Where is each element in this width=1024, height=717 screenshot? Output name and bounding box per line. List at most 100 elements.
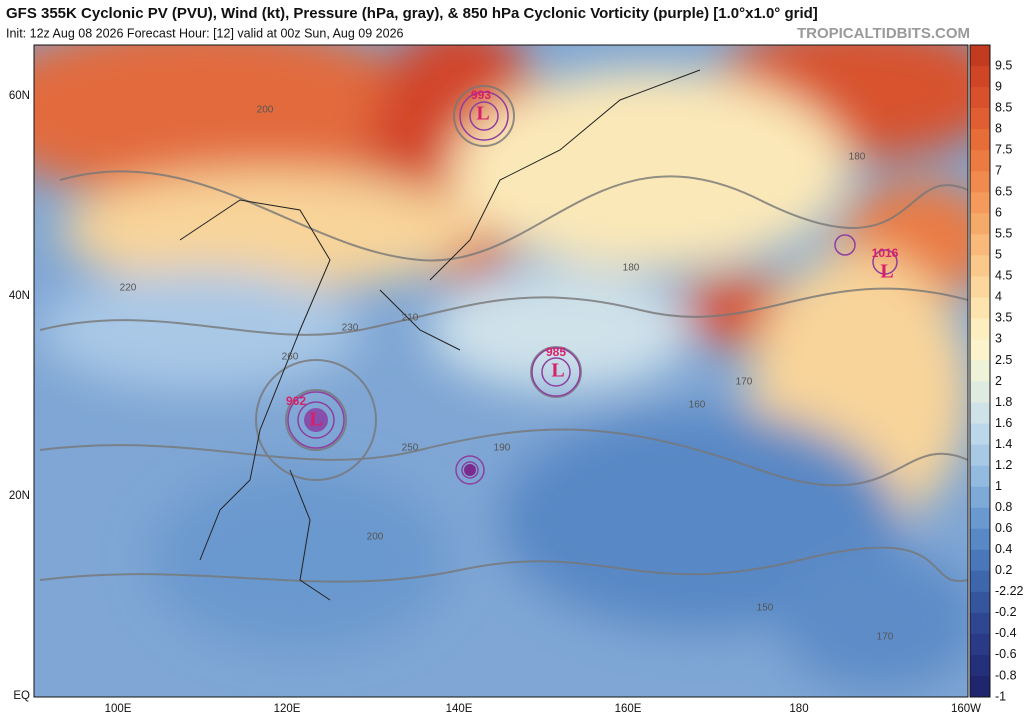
colorbar-swatch: [970, 444, 990, 467]
colorbar-swatch: [970, 276, 990, 298]
colorbar-label: 6.5: [995, 185, 1012, 199]
contour-label: 220: [120, 283, 137, 294]
colorbar-swatch: [970, 129, 990, 151]
colorbar-label: 5: [995, 248, 1002, 262]
contour-label: 160: [689, 400, 706, 411]
colorbar-label: 0.8: [995, 500, 1012, 514]
colorbar-swatch: [970, 549, 990, 572]
title: GFS 355K Cyclonic PV (PVU), Wind (kt), P…: [6, 5, 818, 22]
contour-label: 170: [877, 632, 894, 643]
colorbar-label: 1.6: [995, 416, 1012, 430]
lat-label: 20N: [9, 490, 30, 502]
contour-label: 260: [282, 352, 299, 363]
colorbar-swatch: [970, 486, 990, 509]
colorbar-label: 6: [995, 206, 1002, 220]
low-pressure-value: 1016: [872, 246, 899, 260]
map-field: [34, 45, 968, 697]
lon-label: 100E: [105, 703, 132, 715]
low-symbol: L: [551, 360, 564, 382]
colorbar-label: -0.8: [995, 668, 1017, 682]
contour-label: 180: [623, 263, 640, 274]
colorbar-label: 2: [995, 374, 1002, 388]
contour-label: 250: [402, 443, 419, 454]
low-pressure-value: 993: [471, 88, 491, 102]
colorbar-swatch: [970, 255, 990, 277]
low-pressure-value: 985: [546, 345, 566, 359]
colorbar-swatch: [970, 318, 990, 340]
low-pressure-value: 962: [286, 394, 306, 408]
colorbar-swatch: [970, 633, 990, 656]
map-frame: [33, 44, 969, 698]
contour-label: 200: [367, 532, 384, 543]
colorbar-swatch: [970, 570, 990, 593]
colorbar-label: 0.2: [995, 563, 1012, 577]
lon-label: 140E: [446, 703, 473, 715]
colorbar-swatch: [970, 507, 990, 530]
colorbar-swatch: [970, 234, 990, 256]
colorbar-swatch: [970, 675, 990, 698]
colorbar-swatch: [970, 150, 990, 172]
colorbar-label: 3.5: [995, 311, 1012, 325]
colorbar-swatch: [970, 612, 990, 635]
lon-label: 180: [789, 703, 808, 715]
colorbar-swatch: [970, 297, 990, 319]
low-symbol: L: [309, 409, 322, 431]
contour-label: 200: [257, 105, 274, 116]
contour-label: 210: [402, 313, 419, 324]
colorbar-swatch: [970, 591, 990, 614]
watermark: TROPICALTIDBITS.COM: [797, 25, 970, 42]
contour-label: 180: [849, 152, 866, 163]
colorbar-swatch: [970, 192, 990, 214]
colorbar-swatch: [970, 45, 990, 67]
colorbar-swatch: [970, 213, 990, 235]
colorbar-label: 0.4: [995, 542, 1012, 556]
colorbar-label: -2.22: [995, 584, 1024, 598]
subtitle: Init: 12z Aug 08 2026 Forecast Hour: [12…: [6, 26, 404, 40]
lat-label: 40N: [9, 290, 30, 302]
lon-label: 120E: [274, 703, 301, 715]
low-symbol: L: [880, 261, 893, 283]
colorbar-label: 0.6: [995, 521, 1012, 535]
colorbar-swatch: [970, 339, 990, 361]
colorbar-label: 5.5: [995, 227, 1012, 241]
contour-label: 170: [736, 377, 753, 388]
colorbar-label: 3: [995, 332, 1002, 346]
colorbar-label: 8.5: [995, 100, 1012, 114]
lat-label: 60N: [9, 90, 30, 102]
colorbar-label: -0.2: [995, 605, 1017, 619]
colorbar-label: 1.8: [995, 395, 1012, 409]
colorbar-label: -0.6: [995, 647, 1017, 661]
colorbar-swatch: [970, 108, 990, 130]
contour-label: 230: [342, 323, 359, 334]
colorbar-swatch: [970, 654, 990, 677]
colorbar-frame: [969, 44, 991, 698]
colorbar-label: 7: [995, 163, 1002, 177]
lat-label: EQ: [13, 690, 30, 702]
colorbar-label: 1.2: [995, 458, 1012, 472]
colorbar-label: 1.4: [995, 437, 1012, 451]
colorbar-swatch: [970, 66, 990, 88]
colorbar-swatch: [970, 360, 990, 383]
colorbar-label: 9: [995, 79, 1002, 93]
colorbar-swatch: [970, 528, 990, 551]
low-symbol: L: [476, 103, 489, 125]
colorbar-label: 7.5: [995, 142, 1012, 156]
contour-label: 150: [757, 603, 774, 614]
colorbar-label: 9.5: [995, 58, 1012, 72]
colorbar-swatch: [970, 87, 990, 109]
colorbar-swatch: [970, 423, 990, 446]
lon-label: 160W: [951, 703, 981, 715]
colorbar-label: -0.4: [995, 626, 1017, 640]
colorbar-label: 1: [995, 479, 1002, 493]
colorbar-label: 4.5: [995, 269, 1012, 283]
colorbar-swatch: [970, 465, 990, 488]
colorbar-label: 2.5: [995, 353, 1012, 367]
lon-label: 160E: [615, 703, 642, 715]
colorbar-label: -1: [995, 689, 1006, 703]
colorbar-swatch: [970, 171, 990, 193]
colorbar-swatch: [970, 381, 990, 404]
colorbar-label: 8: [995, 121, 1002, 135]
colorbar-label: 4: [995, 290, 1002, 304]
colorbar-swatch: [970, 402, 990, 425]
